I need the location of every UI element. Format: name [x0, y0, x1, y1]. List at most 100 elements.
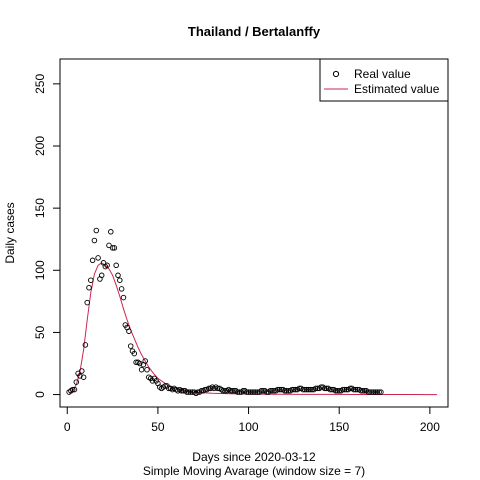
- real-value-point: [111, 245, 118, 251]
- real-value-point: [118, 286, 125, 292]
- real-value-point: [352, 386, 359, 393]
- real-value-point: [258, 388, 265, 394]
- real-value-point: [303, 386, 310, 393]
- real-value-point: [178, 388, 185, 394]
- x-tick-label: 150: [329, 420, 349, 434]
- real-value-point: [249, 389, 255, 395]
- real-value-point: [180, 388, 187, 394]
- real-value-point: [282, 388, 288, 394]
- real-value-point: [309, 386, 315, 393]
- real-value-point: [80, 374, 87, 380]
- real-value-point: [343, 386, 350, 393]
- real-value-point: [89, 257, 96, 264]
- real-value-point: [220, 388, 226, 394]
- x-axis: 0 50 100 150 200: [64, 406, 440, 434]
- real-value-point: [93, 227, 100, 234]
- real-value-point: [82, 342, 89, 348]
- real-value-point: [184, 389, 190, 395]
- real-value-point: [321, 385, 328, 392]
- real-value-point: [370, 389, 377, 395]
- real-value-point: [236, 389, 243, 395]
- real-value-point: [205, 385, 212, 392]
- real-value-point: [189, 389, 196, 395]
- real-value-point: [271, 388, 277, 394]
- real-value-point: [269, 388, 275, 394]
- real-value-point: [108, 229, 114, 235]
- real-value-point: [166, 385, 172, 392]
- y-tick-label: 100: [33, 260, 47, 280]
- real-value-point: [307, 386, 313, 393]
- real-value-point: [109, 245, 116, 251]
- real-value-point: [214, 385, 221, 392]
- y-axis-label: Daily cases: [3, 202, 17, 263]
- real-value-point: [195, 389, 201, 395]
- real-value-point: [77, 373, 83, 379]
- real-value-point: [120, 294, 127, 301]
- real-value-point: [340, 386, 346, 393]
- real-value-point: [91, 237, 98, 244]
- real-value-point: [347, 385, 353, 392]
- x-tick-label: 50: [151, 420, 165, 434]
- real-value-point: [231, 388, 237, 394]
- real-value-point: [117, 277, 123, 283]
- estimated-value-line: [68, 262, 438, 396]
- real-value-point: [263, 389, 270, 395]
- real-value-point: [367, 389, 373, 395]
- real-value-point: [253, 389, 259, 395]
- real-value-point: [323, 385, 330, 392]
- real-value-point: [276, 386, 283, 393]
- x-axis-label: Days since 2020-03-12: [192, 450, 316, 464]
- real-value-point: [86, 284, 92, 291]
- x-tick-label: 0: [64, 420, 71, 434]
- real-value-point: [104, 262, 110, 269]
- real-value-point: [69, 386, 76, 393]
- real-value-point: [378, 389, 384, 395]
- real-value-point: [127, 343, 134, 349]
- real-value-point: [327, 386, 333, 393]
- real-value-point: [198, 388, 205, 394]
- real-value-point: [305, 386, 312, 393]
- real-value-point: [229, 388, 235, 394]
- y-tick-label: 0: [33, 391, 47, 398]
- real-value-point: [274, 386, 281, 393]
- real-value-point: [361, 388, 368, 394]
- real-value-point: [71, 386, 78, 393]
- real-value-point: [113, 262, 119, 269]
- real-value-point: [106, 242, 112, 249]
- real-value-point: [267, 388, 274, 394]
- legend-label-estimated: Estimated value: [354, 82, 440, 96]
- real-value-point: [245, 389, 252, 395]
- real-value-point: [254, 389, 261, 395]
- legend-marker-real: [332, 70, 340, 78]
- real-value-point: [376, 389, 382, 395]
- real-value-point: [260, 388, 266, 394]
- y-axis: 0 50 100 150 200 250: [33, 74, 61, 398]
- real-value-point: [162, 383, 168, 389]
- real-value-point: [369, 389, 375, 395]
- real-value-point: [289, 386, 295, 393]
- real-value-point: [133, 359, 139, 366]
- estimated-series: [68, 262, 438, 396]
- real-value-point: [283, 388, 290, 394]
- real-value-point: [243, 389, 250, 395]
- real-value-point: [144, 366, 150, 373]
- real-value-point: [126, 328, 132, 334]
- real-value-point: [98, 272, 105, 279]
- real-value-point: [79, 368, 85, 374]
- real-value-point: [142, 358, 148, 364]
- legend: Real value Estimated value: [319, 58, 449, 102]
- real-value-point: [291, 386, 297, 393]
- y-tick-label: 150: [33, 198, 47, 218]
- real-value-point: [88, 277, 94, 283]
- x-axis-sublabel: Simple Moving Avarage (window size = 7): [143, 464, 365, 478]
- real-value-point: [247, 389, 254, 395]
- real-value-point: [137, 360, 143, 367]
- real-series: [66, 227, 384, 397]
- real-value-point: [138, 366, 145, 373]
- real-value-point: [227, 388, 234, 394]
- real-value-point: [358, 388, 364, 394]
- x-tick-label: 100: [239, 420, 259, 434]
- real-value-point: [278, 386, 284, 393]
- real-value-point: [95, 255, 101, 261]
- real-value-point: [341, 386, 348, 393]
